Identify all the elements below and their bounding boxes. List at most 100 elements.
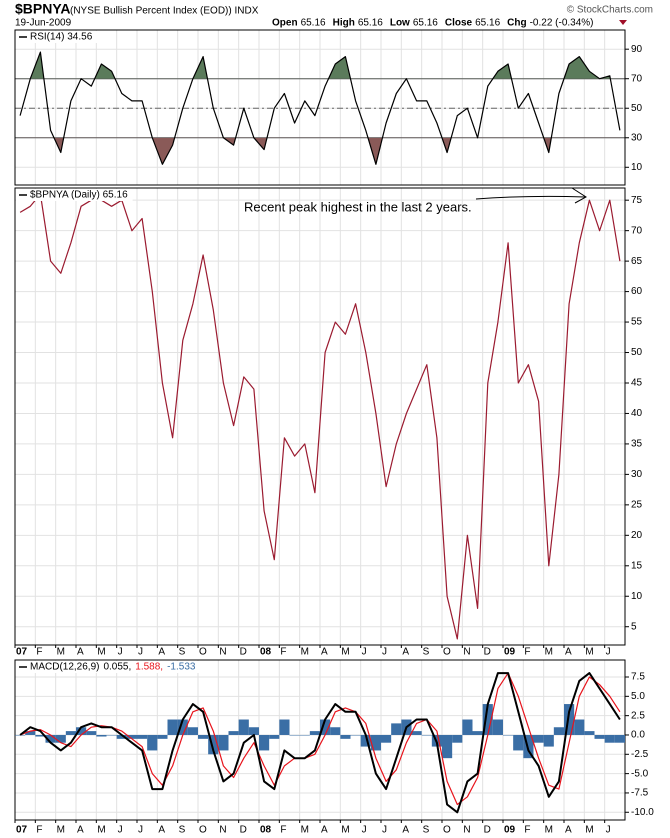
y-tick-label: 7.5 <box>631 672 645 683</box>
y-tick-label: 75 <box>631 195 643 206</box>
x-tick-label: S <box>179 647 186 658</box>
x-tick-label: M <box>97 647 105 658</box>
histogram-bar <box>15 734 26 736</box>
x-tick-label: S <box>423 647 430 658</box>
x-tick-label: J <box>118 825 123 836</box>
x-tick-label: O <box>443 825 451 836</box>
x-tick-label: M <box>301 647 309 658</box>
histogram-bar <box>279 719 290 735</box>
x-tick-label: N <box>463 825 470 836</box>
legend-entry: 0.055, <box>103 662 131 673</box>
y-tick-label: 45 <box>631 378 643 389</box>
histogram-bar <box>503 734 514 736</box>
x-tick-label: M <box>585 647 593 658</box>
y-tick-label: 55 <box>631 317 643 328</box>
histogram-bar <box>360 734 371 747</box>
histogram-bar <box>482 704 493 735</box>
annotation: Recent peak highest in the last 2 years. <box>244 199 472 214</box>
x-tick-label: 08 <box>260 825 272 836</box>
histogram-bar <box>65 731 76 735</box>
x-tick-label: D <box>240 825 247 836</box>
x-tick-label: J <box>382 825 387 836</box>
date: 19-Jun-2009 <box>15 18 72 29</box>
x-tick-label: A <box>402 825 409 836</box>
histogram-bar <box>96 734 107 737</box>
series-line <box>19 672 621 806</box>
x-tick-label: M <box>585 825 593 836</box>
y-tick-label: 65 <box>631 256 643 267</box>
y-tick-label: 90 <box>631 44 643 55</box>
y-tick-label: 25 <box>631 499 643 510</box>
histogram-bar <box>604 734 615 743</box>
quote-label: High <box>333 18 355 29</box>
y-tick-label: -2.5 <box>631 749 649 760</box>
y-tick-label: 40 <box>631 408 643 419</box>
y-tick-label: -10.0 <box>631 807 654 818</box>
series-line <box>19 193 621 640</box>
x-tick-label: 08 <box>260 647 272 658</box>
x-tick-label: J <box>138 825 143 836</box>
histogram-bar <box>187 727 198 735</box>
histogram-bar <box>462 719 473 735</box>
x-tick-label: A <box>321 647 328 658</box>
histogram-bar <box>35 734 46 737</box>
x-tick-label: M <box>545 825 553 836</box>
x-tick-label: A <box>565 825 572 836</box>
histogram-bar <box>533 734 544 743</box>
y-tick-label: 70 <box>631 225 643 236</box>
histogram-bar <box>269 734 280 739</box>
histogram-bar <box>564 704 575 735</box>
x-tick-label: 07 <box>16 825 28 836</box>
copyright: © StockCharts.com <box>567 5 653 16</box>
histogram-bar <box>137 734 148 739</box>
histogram-bar <box>86 731 97 735</box>
quote-label: Chg <box>507 18 526 29</box>
x-tick-label: A <box>158 647 165 658</box>
histogram-bar <box>381 734 392 743</box>
x-tick-label: M <box>57 647 65 658</box>
histogram-bar <box>543 734 554 747</box>
histogram-bar <box>147 734 158 751</box>
legend-bg <box>16 189 133 201</box>
x-tick-label: A <box>565 647 572 658</box>
x-tick-label: F <box>280 825 286 836</box>
x-tick-label: 09 <box>504 647 516 658</box>
quote-value: 65.16 <box>413 18 438 29</box>
x-tick-label: M <box>341 825 349 836</box>
x-tick-label: J <box>606 647 611 658</box>
histogram-bar <box>320 719 331 735</box>
x-tick-label: 07 <box>16 647 28 658</box>
y-tick-label: 50 <box>631 103 643 114</box>
y-tick-label: 10 <box>631 162 643 173</box>
x-tick-label: J <box>138 647 143 658</box>
y-tick-label: 0.0 <box>631 730 645 741</box>
x-tick-label: A <box>321 825 328 836</box>
quote-label: Low <box>390 18 410 29</box>
y-tick-label: 30 <box>631 132 643 143</box>
histogram-bar <box>421 734 432 736</box>
x-tick-label: 09 <box>504 825 516 836</box>
y-tick-label: 20 <box>631 530 643 541</box>
x-tick-label: M <box>57 825 65 836</box>
quote-label: Close <box>445 18 473 29</box>
y-tick-label: 2.5 <box>631 710 645 721</box>
histogram-bar <box>350 734 361 736</box>
histogram-bar <box>45 734 56 743</box>
histogram-bar <box>177 719 188 735</box>
x-tick-label: F <box>524 647 530 658</box>
histogram-bar <box>218 734 229 751</box>
histogram-bar <box>259 734 270 751</box>
y-tick-label: 15 <box>631 560 643 571</box>
quote-value: 65.16 <box>475 18 500 29</box>
histogram-bar <box>309 731 320 735</box>
x-tick-label: J <box>118 647 123 658</box>
x-tick-label: O <box>199 825 207 836</box>
x-tick-label: J <box>606 825 611 836</box>
quote-label: Open <box>272 18 298 29</box>
histogram-bar <box>248 727 259 735</box>
y-tick-label: 10 <box>631 591 643 602</box>
x-tick-label: N <box>219 825 226 836</box>
histogram-bar <box>208 734 219 755</box>
x-tick-label: O <box>443 647 451 658</box>
